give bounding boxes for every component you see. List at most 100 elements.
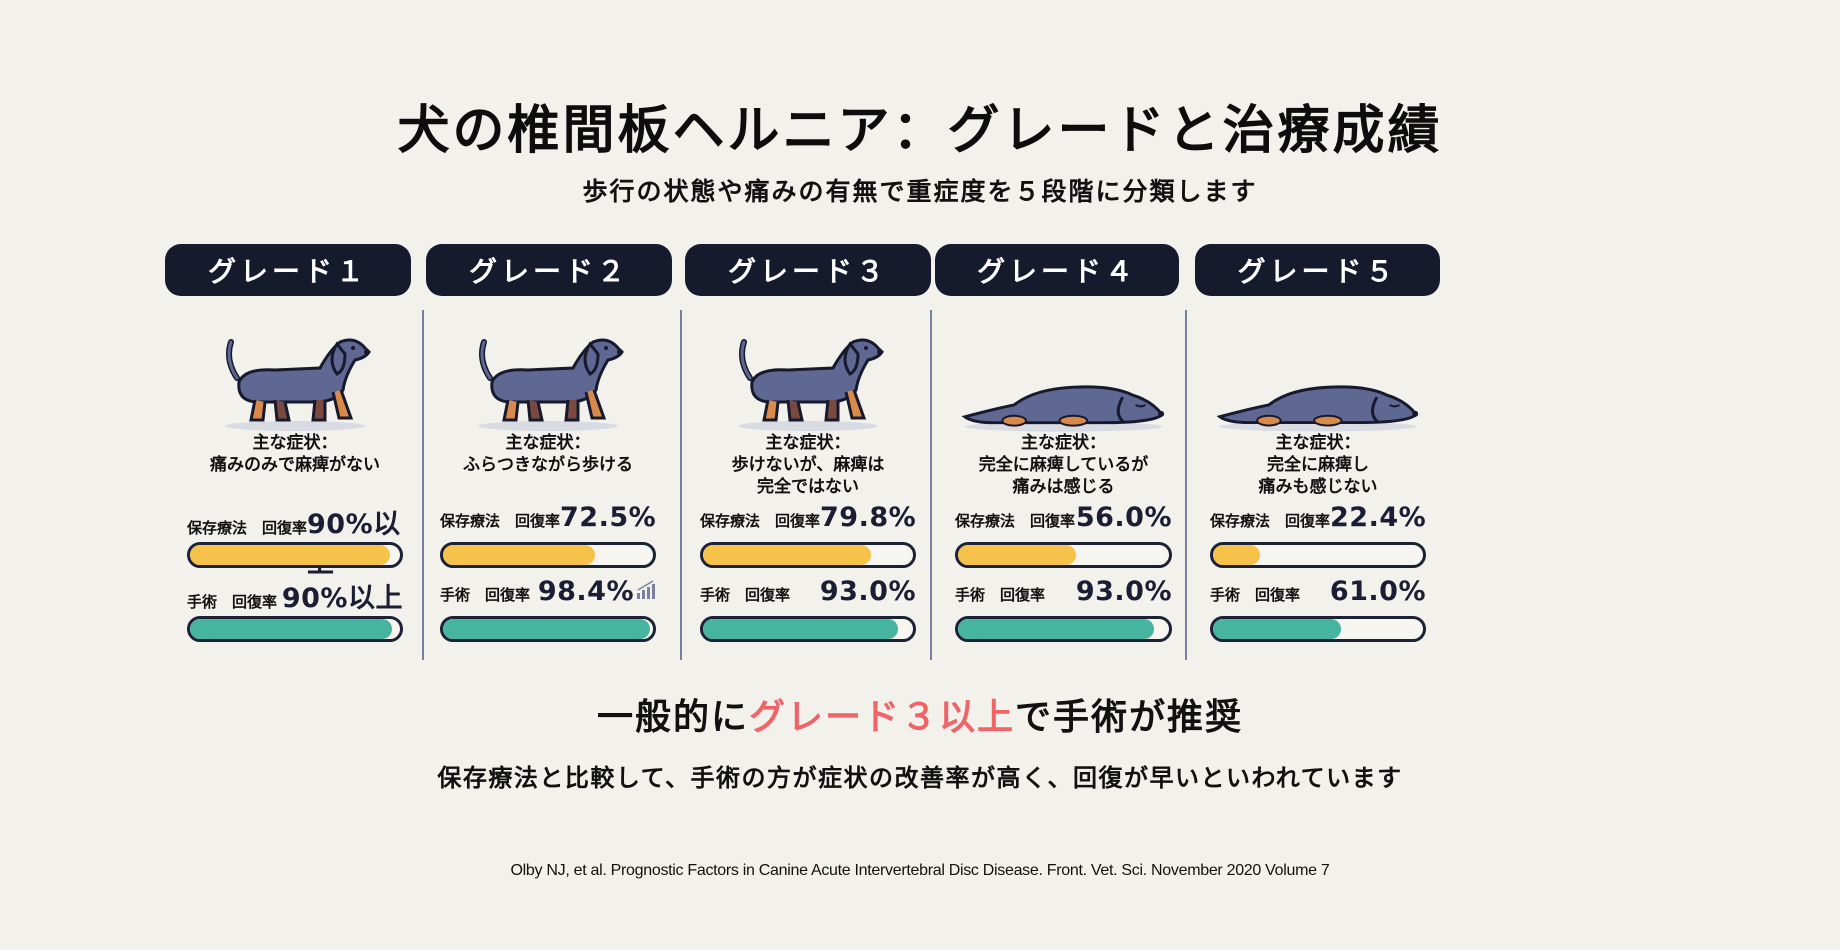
summary-note: 保存療法と比較して、手術の方が症状の改善率が高く、回復が早いといわれています xyxy=(437,764,1403,792)
surgery-stat: 手術 回復率 61.0% xyxy=(1210,576,1426,607)
conservative-bar-fill xyxy=(958,545,1077,565)
conservative-bar xyxy=(1210,542,1426,568)
surgery-bar-fill xyxy=(703,619,899,639)
symptom-line: 痛みは感じる xyxy=(1012,477,1115,497)
symptom-line: 痛みも感じない xyxy=(1258,477,1378,497)
recommendation-highlight: グレード３以上 xyxy=(748,697,1015,738)
symptom-text: 主な症状： 完全に麻痺しているが 痛みは感じる xyxy=(955,432,1172,498)
surgery-value: 90%以上 xyxy=(281,583,403,614)
wobbly-walking-icon xyxy=(440,320,656,435)
standing-pain-icon xyxy=(187,320,403,435)
column-divider xyxy=(680,310,682,660)
conservative-value: 79.8% xyxy=(820,502,917,533)
surgery-label: 手術 回復率 xyxy=(187,593,278,611)
symptom-line: 完全に麻痺し xyxy=(1267,455,1369,475)
surgery-label: 手術 回復率 xyxy=(955,586,1046,604)
column-divider xyxy=(422,310,424,660)
surgery-label: 手術 回復率 xyxy=(700,586,791,604)
recommendation-prefix: 一般的に xyxy=(596,697,749,738)
surgery-bar xyxy=(440,616,656,642)
conservative-bar-fill xyxy=(1213,545,1261,565)
column-divider xyxy=(1185,310,1187,660)
surgery-bar-fill xyxy=(1213,619,1342,639)
surgery-value: 61.0% xyxy=(1329,576,1426,607)
grade-column-3: 主な症状： 歩けないが、麻痺は 完全ではない保存療法 回復率 79.8% 手術 回復率 9… xyxy=(700,310,916,660)
symptom-heading: 主な症状： xyxy=(1275,433,1361,453)
conservative-label: 保存療法 回復率 xyxy=(187,519,308,537)
conservative-bar xyxy=(700,542,916,568)
conservative-bar-fill xyxy=(703,545,871,565)
symptom-text: 主な症状： 歩けないが、麻痺は 完全ではない xyxy=(700,432,916,498)
conservative-stat: 保存療法 回復率 72.5% xyxy=(440,502,656,533)
conservative-label: 保存療法 回復率 xyxy=(955,512,1076,530)
citation: Olby NJ, et al. Prognostic Factors in Ca… xyxy=(510,862,1330,879)
symptom-heading: 主な症状： xyxy=(252,433,338,453)
column-divider xyxy=(930,310,932,660)
conservative-label: 保存療法 回復率 xyxy=(1210,512,1331,530)
conservative-bar-fill xyxy=(443,545,596,565)
surgery-value: 93.0% xyxy=(819,576,916,607)
surgery-value: 98.4% xyxy=(537,576,634,607)
conservative-stat: 保存療法 回復率 56.0% xyxy=(955,502,1172,533)
symptom-heading: 主な症状： xyxy=(505,433,591,453)
conservative-bar-fill xyxy=(190,545,390,565)
trend-up-icon xyxy=(636,580,656,604)
surgery-label: 手術 回復率 xyxy=(1210,586,1301,604)
standing-weak-icon xyxy=(700,320,916,435)
symptom-line: 痛みのみで麻痺がない xyxy=(210,455,380,475)
grade-pill-1: グレード１ xyxy=(165,244,411,296)
symptom-text: 主な症状： ふらつきながら歩ける xyxy=(440,432,656,476)
surgery-bar-fill xyxy=(958,619,1155,639)
grade-pill-4: グレード４ xyxy=(935,244,1179,296)
surgery-stat: 手術 回復率 90%以上 xyxy=(187,576,403,615)
symptom-line: 完全ではない xyxy=(757,477,859,497)
conservative-stat: 保存療法 回復率 22.4% xyxy=(1210,502,1426,533)
grade-pill-5: グレード５ xyxy=(1195,244,1440,296)
surgery-value-wrap: 98.4% xyxy=(538,576,656,607)
surgery-bar-fill xyxy=(443,619,650,639)
lying-down-icon xyxy=(955,320,1172,435)
conservative-label: 保存療法 回復率 xyxy=(700,512,821,530)
conservative-bar xyxy=(440,542,656,568)
conservative-value: 56.0% xyxy=(1075,502,1172,533)
page-title: 犬の椎間板ヘルニア：グレードと治療成績 xyxy=(397,101,1443,161)
grade-column-2: 主な症状： ふらつきながら歩ける保存療法 回復率 72.5% 手術 回復率 98.4% xyxy=(440,310,656,660)
symptom-line: ふらつきながら歩ける xyxy=(463,455,633,475)
conservative-value: 72.5% xyxy=(560,502,657,533)
surgery-stat: 手術 回復率 93.0% xyxy=(700,576,916,607)
surgery-value-wrap: 93.0% xyxy=(820,576,916,607)
grade-pill-3: グレード３ xyxy=(685,244,931,296)
conservative-value: 22.4% xyxy=(1330,502,1427,533)
grade-pill-2: グレード２ xyxy=(426,244,672,296)
surgery-value-wrap: 90%以上 xyxy=(282,576,403,615)
conservative-bar xyxy=(955,542,1172,568)
symptom-heading: 主な症状： xyxy=(765,433,851,453)
surgery-bar-fill xyxy=(190,619,392,639)
surgery-label: 手術 回復率 xyxy=(440,586,531,604)
conservative-label: 保存療法 回復率 xyxy=(440,512,561,530)
page-subtitle: 歩行の状態や痛みの有無で重症度を５段階に分類します xyxy=(582,177,1258,206)
symptom-text: 主な症状： 完全に麻痺し 痛みも感じない xyxy=(1210,432,1426,498)
recommendation-suffix: で手術が推奨 xyxy=(1015,697,1244,738)
surgery-bar xyxy=(1210,616,1426,642)
surgery-value: 93.0% xyxy=(1075,576,1172,607)
conservative-value: 90%以上 xyxy=(307,509,401,579)
surgery-stat: 手術 回復率 98.4% xyxy=(440,576,656,607)
surgery-bar xyxy=(955,616,1172,642)
symptom-line: 完全に麻痺しているが xyxy=(978,455,1149,475)
surgery-stat: 手術 回復率 93.0% xyxy=(955,576,1172,607)
lying-sad-icon xyxy=(1210,320,1426,435)
recommendation: 一般的にグレード３以上で手術が推奨 xyxy=(0,688,1840,740)
conservative-bar xyxy=(187,542,403,568)
symptom-heading: 主な症状： xyxy=(1021,433,1106,453)
symptom-text: 主な症状： 痛みのみで麻痺がない xyxy=(187,432,403,476)
symptom-line: 歩けないが、麻痺は xyxy=(731,455,885,475)
surgery-bar xyxy=(700,616,916,642)
grade-column-5: 主な症状： 完全に麻痺し 痛みも感じない保存療法 回復率 22.4% 手術 回復率 61.… xyxy=(1210,310,1426,660)
grade-column-4: 主な症状： 完全に麻痺しているが 痛みは感じる保存療法 回復率 56.0% 手術 回復率… xyxy=(955,310,1172,660)
surgery-value-wrap: 93.0% xyxy=(1076,576,1172,607)
conservative-stat: 保存療法 回復率 79.8% xyxy=(700,502,916,533)
surgery-value-wrap: 61.0% xyxy=(1330,576,1426,607)
